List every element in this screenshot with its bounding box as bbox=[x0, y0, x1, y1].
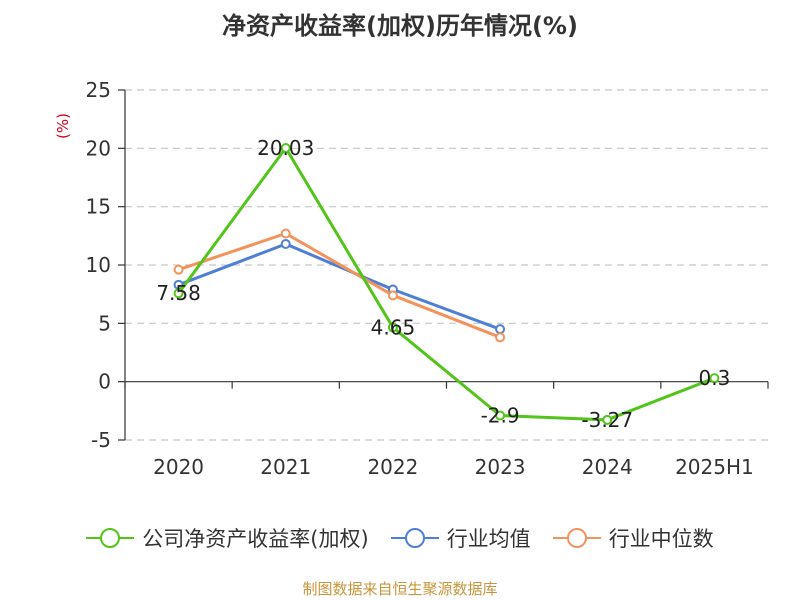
y-tick-label: 20 bbox=[86, 136, 111, 160]
data-point bbox=[280, 239, 291, 249]
y-tick-label: 10 bbox=[86, 253, 111, 277]
legend-item-industry-median[interactable]: 行业中位数 bbox=[552, 523, 714, 553]
data-point bbox=[280, 142, 291, 153]
data-point bbox=[173, 264, 184, 275]
x-tick-label: 2022 bbox=[367, 455, 418, 479]
x-tick-label: 2024 bbox=[582, 455, 633, 479]
legend-line-marker-icon bbox=[390, 527, 439, 549]
legend-label: 行业中位数 bbox=[608, 527, 714, 551]
y-tick-label: -5 bbox=[91, 428, 111, 452]
legend-line-marker-icon bbox=[552, 527, 601, 549]
data-point bbox=[387, 290, 398, 301]
data-label: 20.03 bbox=[257, 136, 314, 160]
x-tick-label: 2025H1 bbox=[675, 455, 754, 479]
data-point bbox=[387, 322, 398, 333]
y-tick-label: 5 bbox=[98, 311, 111, 335]
data-label: -3.27 bbox=[581, 408, 633, 432]
data-label: -2.9 bbox=[481, 404, 520, 428]
data-label: 4.65 bbox=[371, 315, 416, 339]
data-point bbox=[495, 410, 506, 421]
legend-item-industry-mean[interactable]: 行业均值 bbox=[390, 523, 531, 553]
data-point bbox=[495, 332, 506, 343]
data-point bbox=[602, 414, 613, 425]
y-tick-label: 0 bbox=[98, 370, 111, 394]
y-tick-label: 15 bbox=[86, 195, 111, 219]
x-tick-label: 2020 bbox=[153, 455, 204, 479]
data-point bbox=[280, 228, 291, 239]
data-point bbox=[173, 288, 184, 299]
data-point bbox=[709, 373, 720, 384]
chart-title: 净资产收益率(加权)历年情况(%) bbox=[222, 12, 578, 40]
data-label: 7.58 bbox=[156, 281, 201, 305]
legend: 公司净资产收益率(加权) 行业均值 行业中位数 bbox=[0, 518, 800, 558]
legend-label: 行业均值 bbox=[446, 527, 531, 551]
data-source-note: 制图数据来自恒生聚源数据库 bbox=[302, 580, 498, 598]
x-tick-label: 2021 bbox=[260, 455, 311, 479]
series-line bbox=[177, 146, 715, 422]
y-tick-label: 25 bbox=[86, 78, 111, 102]
series-line bbox=[178, 232, 501, 339]
legend-label: 公司净资产收益率(加权) bbox=[142, 527, 369, 551]
series-line bbox=[178, 242, 501, 331]
legend-item-company[interactable]: 公司净资产收益率(加权) bbox=[86, 523, 369, 553]
y-axis-unit-label: (%) bbox=[54, 113, 72, 139]
data-point bbox=[495, 324, 506, 335]
data-label: 0.3 bbox=[699, 366, 731, 390]
legend-line-marker-icon bbox=[86, 527, 135, 549]
x-tick-label: 2023 bbox=[475, 455, 526, 479]
